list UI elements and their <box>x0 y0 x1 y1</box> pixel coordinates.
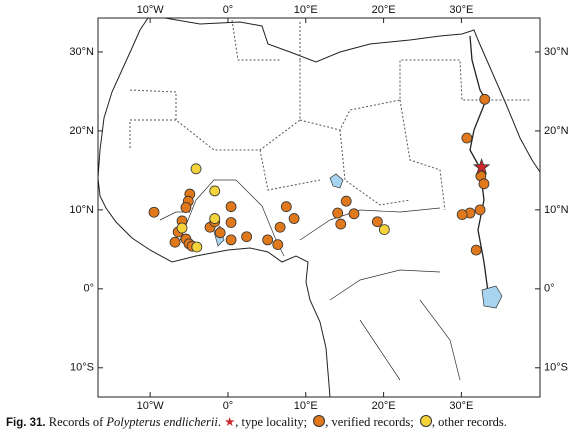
x-tick-label-bottom: 30°E <box>449 400 473 410</box>
verified-record <box>456 209 468 221</box>
x-tick-label-bottom: 20°E <box>372 400 396 410</box>
verified-record <box>225 201 237 213</box>
caption-text: Records of <box>48 415 104 429</box>
map: 10°W 10°W 0° 0° 10°E 10°E 20°E 20°E 30°E 30°E 30°N… <box>69 4 569 410</box>
verified-record <box>479 93 491 105</box>
legend-other: , other records. <box>431 415 507 429</box>
other-record <box>191 241 203 253</box>
lake-chad <box>329 173 344 189</box>
verified-record <box>225 217 237 228</box>
verified-record <box>470 244 482 256</box>
x-tick-label-bottom: 10°W <box>137 400 165 410</box>
verified-record <box>214 227 226 239</box>
caption-species: Polypterus endlicherii <box>106 415 218 429</box>
other-record <box>209 185 221 197</box>
other-record <box>378 224 390 236</box>
verified-record <box>169 236 181 248</box>
verified-record <box>272 239 284 251</box>
legend-star: ★ <box>224 415 236 429</box>
coastline <box>97 17 331 398</box>
caption-label: Fig. 31. <box>6 417 46 429</box>
verified-record <box>371 216 383 228</box>
rivers <box>159 179 461 381</box>
legend-verified: , verified records; <box>325 415 414 429</box>
x-tick-label-top: 20°E <box>372 4 396 16</box>
verified-record <box>274 221 286 233</box>
y-tick-label-right: 10°N <box>544 204 569 216</box>
map-frame <box>97 17 541 398</box>
verified-record <box>280 201 292 213</box>
legend-verified-symbol <box>313 415 326 427</box>
y-tick-label-right: 20°N <box>544 125 569 137</box>
x-tick-label-top: 30°E <box>449 4 473 16</box>
verified-record <box>340 195 352 207</box>
verified-record <box>225 234 237 246</box>
verified-record <box>348 208 360 220</box>
x-tick-label-top: 10°W <box>137 4 165 16</box>
caption-after: . <box>217 415 221 429</box>
y-tick-label-left: 30°N <box>69 46 94 58</box>
x-tick-label-bottom: 10°E <box>294 400 318 410</box>
verified-record <box>474 204 486 216</box>
y-tick-label-left: 10°S <box>70 362 94 374</box>
caption: Fig. 31. Records of Polypterus endlicher… <box>6 414 576 430</box>
other-record <box>190 163 202 175</box>
verified-record <box>335 218 347 230</box>
borders <box>129 19 530 211</box>
y-tick-label-left: 0° <box>83 283 94 295</box>
coastline-north <box>164 17 541 173</box>
other-record <box>209 213 221 224</box>
verified-record <box>288 213 300 224</box>
basemap <box>97 17 541 398</box>
y-tick-label-left: 20°N <box>69 125 94 137</box>
other-record <box>176 222 188 234</box>
lake-victoria <box>481 285 503 309</box>
x-tick-label-top: 0° <box>223 4 234 16</box>
verified-record <box>180 202 192 213</box>
legend-other-symbol <box>419 415 432 427</box>
x-tick-label-top: 10°E <box>294 4 318 16</box>
y-tick-label-right: 30°N <box>544 46 569 58</box>
verified-record <box>332 207 344 219</box>
x-tick-label-bottom: 0° <box>223 400 234 410</box>
nile <box>469 35 489 293</box>
type-locality <box>472 157 491 175</box>
verified-record <box>478 178 490 190</box>
verified-record <box>148 206 160 218</box>
verified-record <box>461 132 473 144</box>
y-tick-label-right: 10°S <box>544 362 568 374</box>
verified-record <box>262 234 274 246</box>
y-tick-label-right: 0° <box>544 283 555 295</box>
verified-record <box>241 231 253 243</box>
legend-type: , type locality; <box>235 415 308 429</box>
y-tick-label-left: 10°N <box>69 204 94 216</box>
